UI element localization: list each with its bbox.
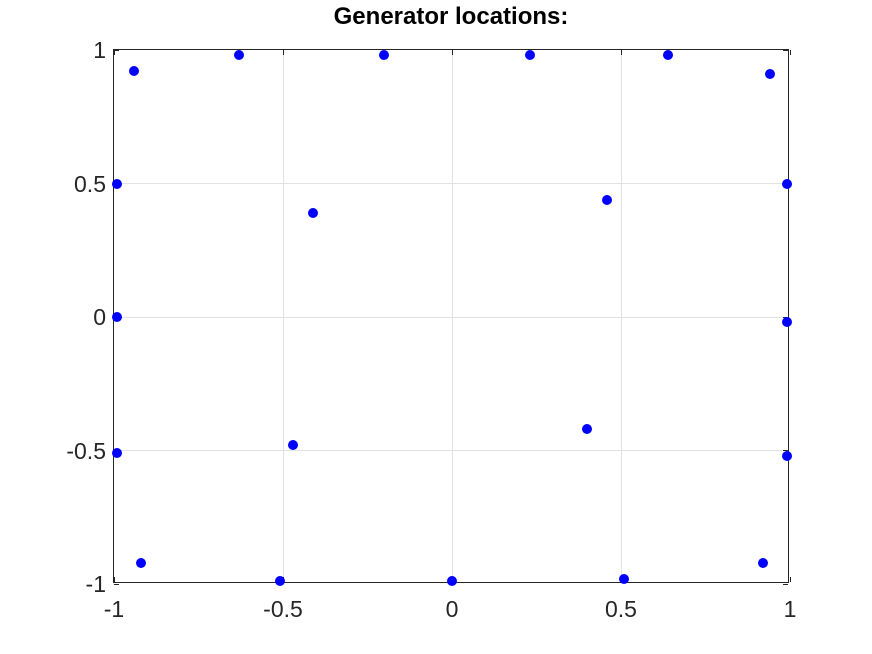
data-point — [781, 178, 792, 189]
data-point — [112, 448, 123, 459]
y-tick-mark — [114, 583, 119, 585]
y-tick-label: 0.5 — [74, 170, 106, 197]
y-gridline — [114, 450, 788, 451]
x-gridline — [451, 50, 453, 582]
data-point — [447, 576, 457, 587]
data-point — [602, 194, 613, 205]
data-point — [288, 440, 299, 451]
y-tick-mark — [783, 316, 788, 318]
x-tick-label: 0 — [445, 596, 459, 622]
y-gridline — [114, 316, 788, 318]
data-point — [136, 557, 147, 568]
y-tick-label: 1 — [93, 37, 106, 63]
data-point — [112, 178, 123, 189]
x-tick-mark — [282, 50, 284, 55]
data-point — [129, 66, 140, 77]
x-tick-label: -0.5 — [263, 596, 303, 622]
data-point — [308, 207, 319, 218]
y-tick-label: -1 — [85, 571, 106, 597]
data-point — [764, 69, 775, 80]
x-gridline — [620, 50, 622, 582]
data-point — [112, 312, 123, 322]
data-point — [234, 50, 245, 61]
chart-title: Generator locations: — [333, 3, 569, 30]
x-tick-label: 0.5 — [605, 596, 637, 622]
y-tick-mark — [783, 450, 788, 451]
y-tick-mark — [783, 49, 788, 51]
y-tick-mark — [783, 583, 788, 585]
x-gridline — [282, 50, 284, 582]
y-tick-mark — [114, 49, 119, 51]
data-point — [524, 50, 535, 61]
y-tick-label: 0 — [93, 304, 106, 330]
x-tick-mark — [620, 50, 622, 55]
x-tick-mark — [113, 50, 115, 55]
plot-area: -1 -0.5 0 0.5 1 -1 -0.5 0 0.5 1 — [66, 37, 796, 622]
x-tick-label: -1 — [103, 596, 125, 622]
y-gridline — [114, 183, 788, 184]
x-tick-mark — [789, 50, 791, 55]
data-point — [757, 557, 768, 568]
data-point — [781, 450, 792, 461]
data-point — [379, 50, 390, 61]
x-tick-mark — [113, 577, 115, 582]
data-point — [274, 576, 285, 587]
x-tick-mark — [789, 577, 791, 582]
data-point — [663, 50, 674, 61]
data-point — [582, 424, 593, 435]
x-tick-mark — [451, 50, 453, 55]
x-tick-label: 1 — [783, 596, 797, 622]
data-point — [781, 317, 792, 328]
y-tick-label: -0.5 — [66, 437, 106, 464]
data-point — [619, 573, 630, 584]
